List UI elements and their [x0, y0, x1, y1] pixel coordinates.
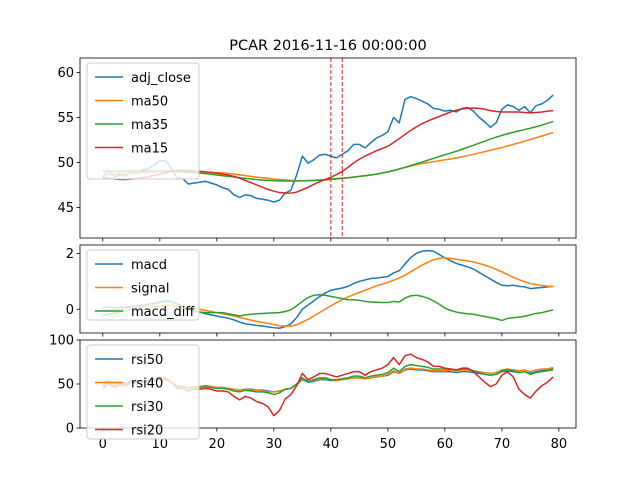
legend: macd signal macd_diff — [86, 249, 200, 321]
y-tick-label: 55 — [57, 111, 74, 126]
legend-label-ma50: ma50 — [131, 95, 168, 110]
y-tick-label: 0 — [66, 422, 74, 437]
plot-frame — [79, 57, 577, 239]
x-tick-label: 40 — [323, 437, 340, 452]
legend-label-rsi40: rsi40 — [131, 377, 163, 392]
legend-label-rsi20: rsi20 — [131, 424, 163, 439]
y-tick-label: 45 — [57, 201, 74, 216]
legend: adj_close ma50 ma35 ma15 — [86, 62, 200, 180]
legend-label-rsi30: rsi30 — [131, 400, 163, 415]
chart-title: PCAR 2016-11-16 00:00:00 — [229, 38, 426, 54]
plot-frame — [79, 244, 577, 334]
legend: rsi50 rsi40 rsi30 rsi20 — [86, 344, 200, 440]
legend-box — [86, 344, 200, 440]
panel-2: 0 2 macd signal macd_diff — [66, 244, 577, 337]
legend-label-macd_diff: macd_diff — [131, 305, 195, 320]
legend-label-signal: signal — [131, 282, 169, 297]
legend-label-ma15: ma15 — [131, 142, 168, 157]
x-tick-label: 80 — [551, 437, 568, 452]
legend-label-macd: macd — [131, 258, 167, 273]
x-tick-label: 50 — [380, 437, 397, 452]
y-tick-label: 2 — [66, 247, 74, 262]
legend-box — [86, 62, 200, 180]
legend-label-rsi50: rsi50 — [131, 353, 163, 368]
legend-box — [86, 249, 200, 321]
y-tick-label: 50 — [57, 378, 74, 393]
y-tick-label: 0 — [66, 303, 74, 318]
legend-label-ma35: ma35 — [131, 118, 168, 133]
x-tick-label: 20 — [209, 437, 226, 452]
x-tick-label: 30 — [266, 437, 283, 452]
x-tick-label: 0 — [99, 437, 107, 452]
legend-label-adj_close: adj_close — [131, 71, 191, 86]
y-tick-label: 50 — [57, 156, 74, 171]
x-tick-label: 10 — [152, 437, 169, 452]
y-tick-label: 60 — [57, 66, 74, 81]
panel-1: 45 50 55 60 adj_close ma50 ma35 ma15 — [57, 57, 577, 242]
chart-panels: 45 50 55 60 adj_close ma50 ma35 ma15 0 2 macd signa… — [49, 57, 577, 452]
x-tick-label: 70 — [494, 437, 511, 452]
x-tick-label: 60 — [437, 437, 454, 452]
y-tick-label: 100 — [49, 334, 74, 349]
